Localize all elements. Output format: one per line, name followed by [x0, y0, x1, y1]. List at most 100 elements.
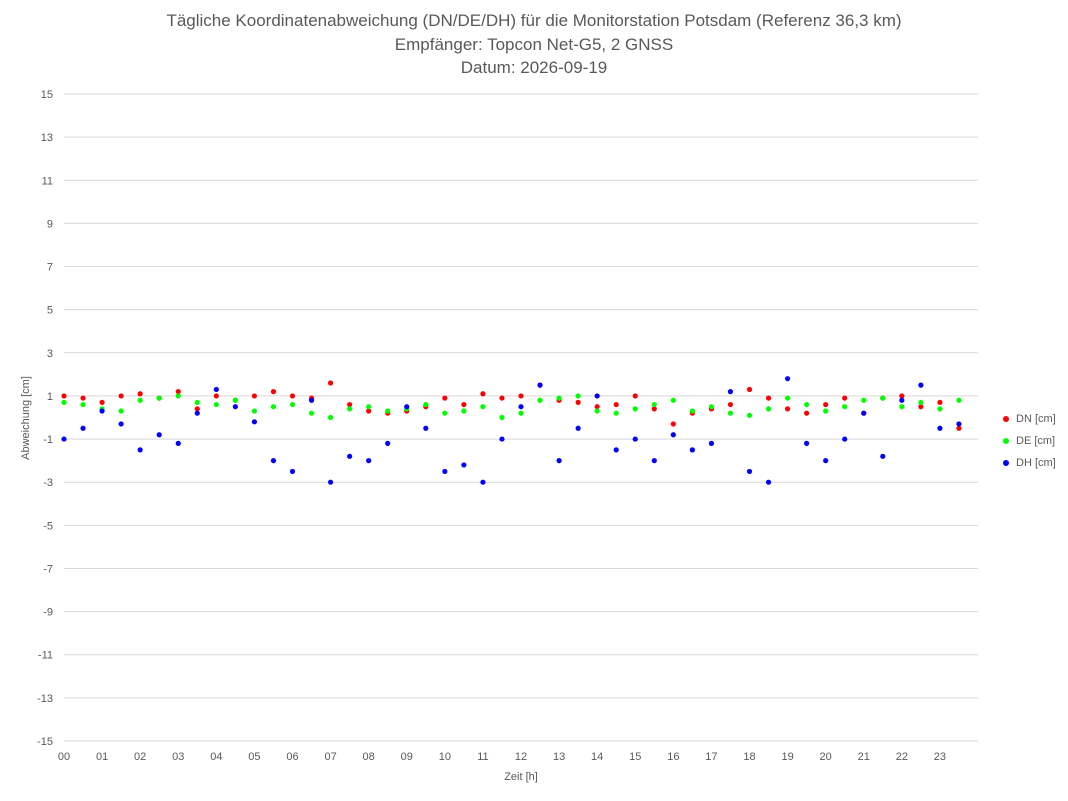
- point-dn: [651, 406, 657, 412]
- point-dh: [480, 479, 486, 485]
- point-dn: [499, 395, 505, 401]
- x-tick-label: 08: [363, 751, 375, 763]
- point-dn: [746, 386, 753, 393]
- y-axis-label: Abweichung [cm]: [20, 376, 32, 460]
- chart-subtitle: Empfänger: Topcon Net-G5, 2 GNSS: [394, 35, 674, 54]
- x-tick-label: 11: [477, 751, 488, 763]
- y-axis-ticks: 15 13 11 9 7 5 3 1 -1 -3 -5 -7 -9 -11 -13 -15: [37, 89, 53, 748]
- legend-item-dh: DH [cm]: [1003, 452, 1056, 474]
- point-dh: [956, 421, 962, 427]
- point-de: [746, 412, 753, 418]
- point-dh: [899, 397, 905, 403]
- point-de: [251, 408, 258, 414]
- point-dh: [80, 425, 86, 431]
- point-de: [651, 401, 657, 408]
- x-tick-label: 01: [96, 751, 108, 763]
- point-de: [804, 401, 810, 408]
- x-tick-label: 15: [629, 751, 641, 763]
- y-tick-label: 3: [47, 348, 53, 360]
- point-dh: [842, 436, 848, 442]
- point-de: [899, 404, 905, 410]
- point-de: [118, 408, 124, 414]
- y-tick-label: -11: [38, 650, 53, 662]
- point-dh: [289, 468, 296, 475]
- point-dh: [918, 382, 924, 388]
- point-dh: [746, 468, 753, 475]
- y-tick-label: -1: [43, 434, 53, 446]
- point-dh: [727, 389, 734, 395]
- point-de: [194, 399, 200, 406]
- point-de: [423, 401, 429, 408]
- point-de: [442, 410, 448, 416]
- x-tick-label: 09: [401, 751, 413, 763]
- point-dh: [632, 436, 638, 442]
- point-dn: [347, 401, 353, 408]
- x-tick-label: 22: [896, 751, 908, 763]
- x-tick-label: 03: [172, 751, 184, 763]
- point-dh: [861, 410, 867, 416]
- legend-marker-de: [1003, 438, 1009, 444]
- y-tick-label: -13: [37, 693, 53, 705]
- point-dh: [518, 404, 524, 410]
- x-tick-label: 14: [591, 751, 603, 763]
- legend-marker-dn: [1003, 416, 1009, 422]
- x-tick-label: 06: [286, 751, 298, 763]
- point-dn: [804, 410, 810, 416]
- point-de: [708, 404, 715, 410]
- point-de: [689, 408, 695, 414]
- point-dh: [156, 432, 162, 438]
- point-dh: [251, 419, 258, 425]
- point-dh: [308, 397, 315, 403]
- point-dh: [575, 425, 581, 431]
- point-dn: [594, 404, 600, 410]
- point-de: [956, 397, 962, 403]
- point-de: [880, 395, 886, 401]
- point-dh: [823, 458, 829, 464]
- y-tick-label: 11: [42, 175, 53, 187]
- point-de: [575, 393, 581, 399]
- x-tick-label: 07: [324, 751, 336, 763]
- point-dh: [765, 479, 772, 485]
- point-dh: [537, 382, 543, 388]
- point-dn: [727, 401, 734, 408]
- point-dh: [937, 425, 943, 431]
- chart-title: Tägliche Koordinatenabweichung (DN/DE/DH…: [166, 11, 902, 30]
- x-tick-label: 13: [553, 751, 565, 763]
- point-de: [385, 408, 391, 414]
- x-tick-label: 00: [58, 751, 70, 763]
- y-tick-label: -3: [43, 477, 53, 489]
- point-de: [537, 397, 543, 403]
- point-dn: [118, 393, 124, 399]
- point-de: [156, 395, 162, 401]
- point-dn: [765, 395, 772, 401]
- y-tick-label: 7: [47, 262, 53, 274]
- point-dn: [194, 406, 200, 412]
- point-de: [518, 410, 524, 416]
- legend-label-dh: DH [cm]: [1016, 457, 1056, 469]
- point-de: [308, 410, 315, 416]
- point-dh: [784, 376, 791, 382]
- point-dh: [670, 432, 676, 438]
- point-dn: [613, 401, 619, 408]
- point-de: [613, 410, 619, 416]
- point-de: [232, 397, 238, 403]
- point-dn: [251, 393, 258, 399]
- legend-marker-dh: [1003, 460, 1009, 466]
- point-dh: [651, 458, 657, 464]
- point-de: [347, 406, 353, 412]
- x-tick-label: 05: [248, 751, 260, 763]
- point-dn: [937, 399, 943, 406]
- point-de: [366, 404, 372, 410]
- y-tick-label: 9: [47, 218, 53, 230]
- point-dh: [175, 440, 181, 446]
- y-tick-label: 13: [41, 132, 53, 144]
- x-tick-label: 19: [781, 751, 793, 763]
- point-dh: [137, 447, 143, 453]
- y-tick-label: -7: [43, 563, 53, 575]
- point-dn: [270, 389, 277, 395]
- point-de: [175, 393, 181, 399]
- point-dn: [461, 401, 467, 408]
- point-dn: [842, 395, 848, 401]
- point-de: [842, 404, 848, 410]
- point-de: [632, 406, 638, 412]
